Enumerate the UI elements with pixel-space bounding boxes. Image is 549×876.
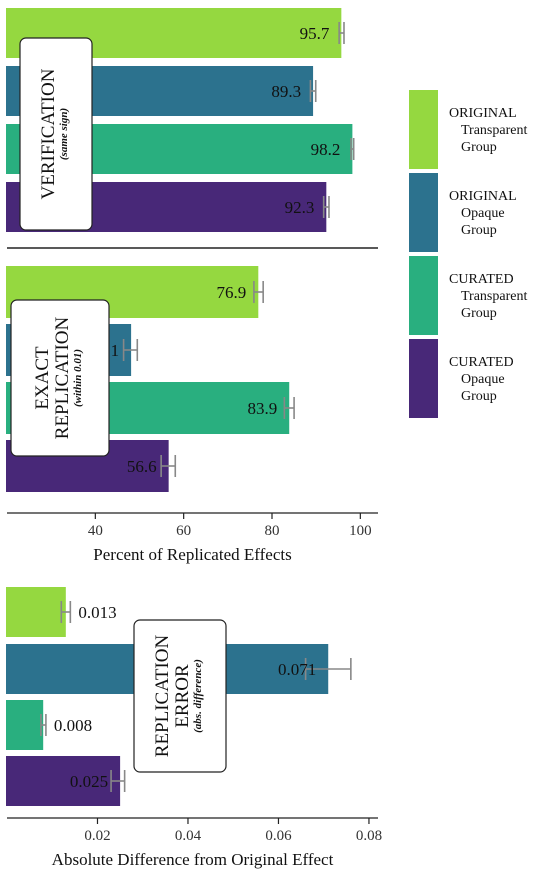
data-label: 95.7	[300, 24, 330, 43]
legend: ORIGINAL Transparent Group ORIGINAL Opaque Gr…	[409, 90, 527, 418]
legend-subtitle: Group	[461, 140, 497, 155]
panel-sublabel: (abs. difference)	[192, 659, 204, 733]
data-label: 0.013	[78, 603, 116, 622]
bar-curated-transparent	[6, 700, 44, 750]
x-axis-title: Percent of Replicated Effects	[93, 545, 291, 564]
x-tick-label: 60	[176, 523, 191, 539]
data-label: 76.9	[217, 283, 247, 302]
legend-subtitle: Group	[461, 223, 497, 238]
panel-label: REPLICATION	[52, 317, 73, 440]
panel-label-box	[19, 37, 93, 231]
legend-subtitle: Opaque	[461, 206, 505, 221]
legend-subtitle: Group	[461, 389, 497, 404]
data-label: 92.3	[285, 198, 315, 217]
data-label: 0.025	[70, 772, 108, 791]
legend-subtitle: Opaque	[461, 372, 505, 387]
x-tick-label: 0.02	[84, 828, 110, 844]
data-label: 0.008	[54, 716, 92, 735]
panel-label-box	[10, 299, 110, 457]
legend-title: ORIGINAL	[449, 106, 517, 121]
x-tick-label: 0.06	[265, 828, 292, 844]
panel-label-box	[133, 619, 227, 773]
x-tick-label: 40	[88, 523, 103, 539]
legend-title: ORIGINAL	[449, 189, 517, 204]
panel-1: 95.7 89.3 98.2 92.3 VERIFICATION (same sign)	[6, 8, 355, 232]
legend-title: CURATED	[449, 272, 514, 287]
legend-swatch	[409, 256, 438, 335]
panel-2: 76.948.183.956.6EXACTREPLICATION(within …	[6, 266, 378, 564]
legend-subtitle: Group	[461, 306, 497, 321]
data-label: 98.2	[311, 140, 341, 159]
x-tick-label: 80	[265, 523, 280, 539]
data-label: 89.3	[271, 82, 301, 101]
panel-label: REPLICATION	[152, 635, 173, 758]
data-label: 0.071	[278, 660, 316, 679]
panel-label: EXACT	[32, 346, 53, 410]
legend-subtitle: Transparent	[461, 289, 527, 304]
panel-sublabel: (same sign)	[58, 108, 70, 160]
panel-3: 0.013 0.071 0.008 0.025 REPLICATION ERROR (abs…	[6, 587, 382, 869]
panel-label: VERIFICATION	[38, 68, 59, 199]
x-tick-label: 0.04	[175, 828, 202, 844]
x-tick-label: 100	[349, 523, 372, 539]
panel-sublabel: (within 0.01)	[72, 349, 84, 407]
bar-original-transparent	[6, 587, 66, 637]
x-tick-label: 0.08	[356, 828, 382, 844]
legend-swatch	[409, 90, 438, 169]
bar-curated-opaque	[6, 756, 121, 806]
data-label: 83.9	[247, 399, 277, 418]
data-label: 56.6	[127, 457, 157, 476]
legend-subtitle: Transparent	[461, 123, 527, 138]
legend-swatch	[409, 339, 438, 418]
x-axis-title: Absolute Difference from Original Effect	[52, 850, 334, 869]
legend-title: CURATED	[449, 355, 514, 370]
panel-label: ERROR	[172, 664, 193, 728]
legend-swatch	[409, 173, 438, 252]
